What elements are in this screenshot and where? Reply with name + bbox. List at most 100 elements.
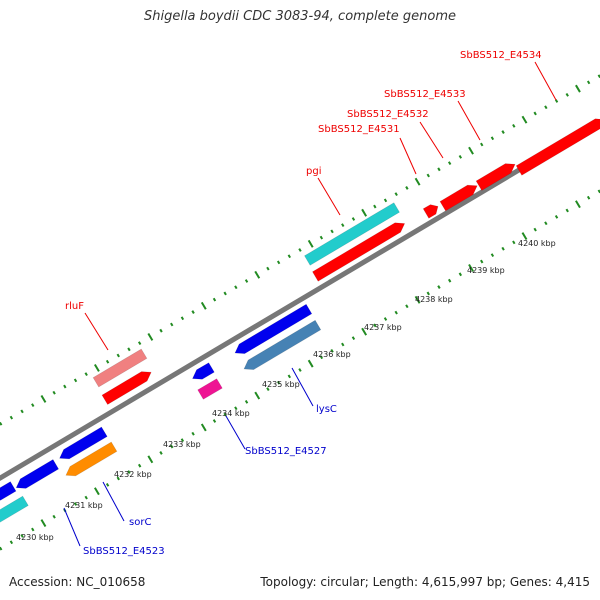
gene-SbBS512-E4527[interactable] — [197, 378, 223, 400]
gene-label-rluF[interactable]: rluF — [65, 301, 84, 312]
gene-forward-near-rluF[interactable] — [101, 371, 152, 405]
forward-guide-dot — [351, 217, 356, 221]
gene-label-lysC[interactable]: lysC — [316, 404, 337, 415]
map-title: Shigella boydii CDC 3083-94, complete ge… — [143, 9, 457, 24]
connector-SbBS512-E4532 — [419, 121, 444, 159]
gene-SbBS512-E4534[interactable] — [515, 118, 600, 176]
reverse-guide-dot — [426, 291, 430, 296]
reverse-guide-dot — [544, 221, 548, 226]
gene-label-SbBS512-E4527[interactable]: SbBS512_E4527 — [245, 446, 327, 457]
scale-label-4236: 4236 kbp — [313, 350, 351, 359]
reverse-guide-dot — [437, 285, 441, 289]
scale-label-4235: 4235 kbp — [262, 380, 300, 389]
forward-guide-dot — [287, 254, 291, 259]
gene-rluF[interactable] — [92, 348, 148, 388]
gene-reverse-edge[interactable] — [0, 481, 17, 501]
forward-guide-dot — [575, 84, 581, 93]
reverse-guide-dot — [170, 444, 174, 449]
gene-lysC[interactable] — [243, 319, 322, 370]
forward-guide-dot — [405, 186, 409, 190]
gene-label-SbBS512-E4531[interactable]: SbBS512_E4531 — [318, 124, 400, 135]
forward-guide-dot — [234, 285, 238, 290]
gene-pgi[interactable] — [312, 222, 406, 282]
forward-guide-dot — [490, 136, 495, 141]
gene-cyan-reverse[interactable] — [0, 495, 29, 524]
reverse-guide-dot — [383, 317, 388, 321]
reverse-guide-dot — [565, 208, 569, 213]
gene-SbBS512-E4533[interactable] — [475, 163, 516, 191]
gene-label-pgi[interactable]: pgi — [306, 166, 321, 177]
reverse-guide-dot — [405, 304, 409, 309]
scale-label-4238: 4238 kbp — [415, 295, 453, 304]
forward-guide-dot — [468, 146, 474, 155]
forward-guide-dot — [426, 173, 430, 178]
reverse-guide-dot — [533, 227, 537, 232]
gene-label-sorC[interactable]: sorC — [129, 517, 151, 528]
reverse-guide-dot — [586, 195, 591, 200]
forward-guide-dot — [212, 297, 217, 302]
forward-guide-dot — [159, 328, 163, 333]
scale-label-4237: 4237 kbp — [364, 323, 402, 332]
connector-rluF — [84, 312, 109, 351]
gene-label-SbBS512-E4534[interactable]: SbBS512_E4534 — [460, 50, 542, 61]
topology-text: Topology: circular; Length: 4,615,997 bp… — [260, 575, 590, 589]
reverse-guide-dot — [490, 253, 495, 258]
scale-label-4230: 4230 kbp — [16, 533, 54, 542]
forward-guide-dot — [116, 353, 120, 358]
reverse-guide-dot — [414, 295, 421, 304]
forward-guide-dot — [307, 239, 314, 248]
reverse-guide-dot — [447, 278, 452, 283]
gene-cyan-forward[interactable] — [304, 202, 400, 266]
gene-reverse-2[interactable] — [59, 426, 108, 460]
forward-guide-dot — [512, 123, 516, 128]
forward-guide-dot — [414, 177, 421, 186]
reverse-guide-dot — [394, 310, 398, 315]
forward-guide-dot — [266, 266, 270, 271]
gene-SbBS512-E4531[interactable] — [422, 204, 439, 219]
label-lines — [63, 61, 557, 547]
reverse-guide-dot — [93, 487, 100, 496]
connector-SbBS512-E4534 — [534, 61, 557, 101]
reverse-guide-dot — [9, 540, 14, 545]
reverse-guide-dot — [512, 240, 516, 245]
gene-reverse-3[interactable] — [192, 362, 215, 380]
reverse-guide-dot — [501, 246, 505, 251]
forward-guide-dot — [361, 208, 368, 217]
forward-guide-dot — [52, 390, 56, 395]
gene-label-SbBS512-E4523[interactable]: SbBS512_E4523 — [83, 546, 165, 557]
forward-guide-dot — [191, 310, 195, 314]
reverse-guide-dot — [159, 451, 163, 455]
connector-SbBS512-E4531 — [399, 137, 417, 175]
reverse-guide-dot — [468, 263, 474, 272]
genome-backbone — [0, 118, 600, 482]
reverse-guide-dot — [191, 431, 195, 436]
forward-guide-dot — [244, 279, 249, 283]
reverse-guide-dot — [147, 455, 154, 464]
gene-sorC[interactable] — [65, 441, 118, 477]
forward-guide-dot — [319, 235, 324, 240]
gene-label-SbBS512-E4532[interactable]: SbBS512_E4532 — [347, 109, 429, 120]
forward-guide-dot — [40, 395, 47, 403]
reverse-guide-dot — [127, 470, 131, 474]
forward-guide-dot — [544, 105, 548, 110]
connector-SbBS512-E4523 — [63, 507, 81, 547]
gene-SbBS512-E4532[interactable] — [439, 184, 478, 212]
reverse-guide-dot — [116, 476, 120, 481]
reverse-guide-dot — [341, 342, 345, 347]
gene-reverse-4[interactable] — [234, 303, 313, 354]
reverse-guide-dot — [244, 400, 249, 404]
forward-guide-dot — [63, 384, 67, 389]
reverse-guide-dot — [31, 527, 35, 532]
gene-reverse-1[interactable] — [15, 459, 60, 489]
forward-guide-dot — [586, 80, 591, 85]
forward-guide-dot — [254, 270, 261, 279]
forward-guide-dot — [501, 130, 505, 134]
gene-label-SbBS512-E4533[interactable]: SbBS512_E4533 — [384, 89, 466, 100]
reverse-guide-dot — [234, 406, 238, 411]
forward-guide-dot — [330, 229, 334, 234]
forward-guide-dot — [0, 421, 3, 426]
forward-guide-dot — [170, 322, 174, 327]
forward-guide-dot — [458, 155, 463, 159]
reverse-guide-dot — [223, 412, 227, 417]
